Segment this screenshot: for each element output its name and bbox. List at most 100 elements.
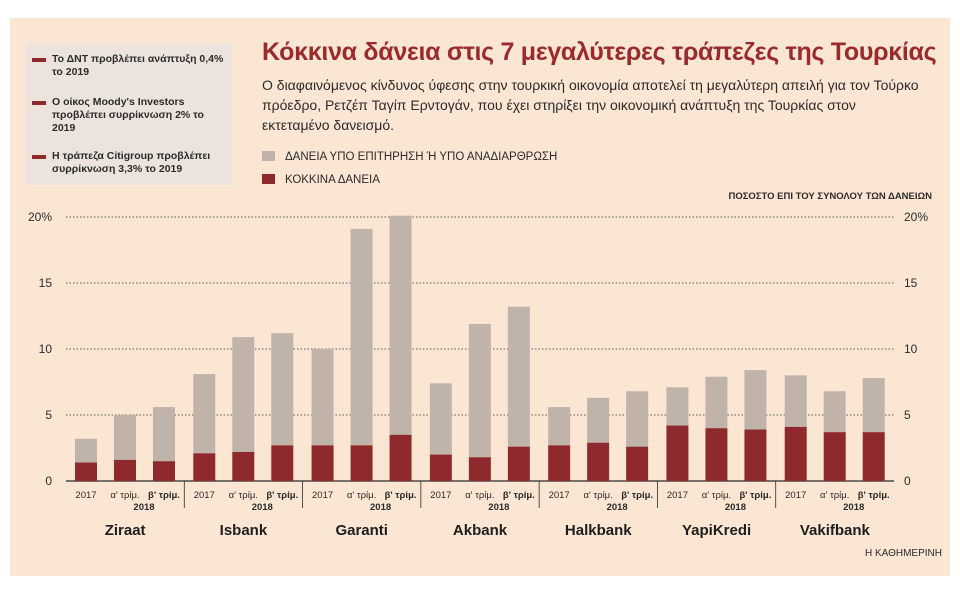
bar-red-loans <box>389 434 412 481</box>
x-year-label: 2018 <box>607 502 628 513</box>
bank-label: Garanti <box>335 522 388 539</box>
y-tick-label-left: 20% <box>28 210 52 224</box>
bar-red-loans <box>311 445 334 481</box>
bar-red-loans <box>75 462 97 481</box>
bar-red-loans <box>232 451 255 481</box>
bar-red-loans <box>666 425 689 481</box>
bar-watch-loans <box>311 349 334 446</box>
x-year-label: 2018 <box>488 502 509 513</box>
bar-watch-loans <box>744 370 767 430</box>
x-period-label: 2017 <box>549 490 570 501</box>
bar-red-loans <box>114 459 136 481</box>
y-tick-label-left: 10 <box>39 342 53 356</box>
x-period-label: α' τρίμ. <box>465 490 494 501</box>
x-year-label: 2018 <box>370 502 391 513</box>
bar-watch-loans <box>429 383 452 455</box>
legend-label: ΔΑΝΕΙΑ ΥΠΟ ΕΠΙΤΗΡΗΣΗ Ή ΥΠΟ ΑΝΑΔΙΑΡΘΡΩΣΗ <box>285 151 558 163</box>
bar-red-loans <box>507 446 530 481</box>
y-tick-label-left: 15 <box>39 276 53 290</box>
legend-label: ΚΟΚΚΙΝΑ ΔΑΝΕΙΑ <box>285 174 380 186</box>
x-period-label: 2017 <box>430 490 451 501</box>
bar-watch-loans <box>468 323 491 458</box>
bar-watch-loans <box>507 306 530 447</box>
x-period-label: β' τρίμ. <box>621 490 653 501</box>
bar-red-loans <box>271 445 294 481</box>
x-period-label: 2017 <box>667 490 688 501</box>
bar-watch-loans <box>548 407 571 446</box>
bar-watch-loans <box>587 397 610 443</box>
x-year-label: 2018 <box>252 502 273 513</box>
x-period-label: 2017 <box>194 490 215 501</box>
forecast-note-imf: Το ΔΝΤ προβλέπει ανάπτυξη 0,4% το 2019 <box>32 53 228 79</box>
bar-watch-loans <box>862 378 885 433</box>
x-period-label: α' τρίμ. <box>583 490 612 501</box>
bank-label: Halkbank <box>565 522 632 539</box>
bank-label: Akbank <box>453 522 508 539</box>
y-tick-label-right: 20% <box>904 210 928 224</box>
bar-red-loans <box>193 453 216 481</box>
bar-red-loans <box>350 445 373 481</box>
x-period-label: α' τρίμ. <box>702 490 731 501</box>
x-period-label: β' τρίμ. <box>503 490 535 501</box>
bar-red-loans <box>705 428 728 481</box>
bar-watch-loans <box>350 228 373 446</box>
x-period-label: β' τρίμ. <box>385 490 417 501</box>
bar-red-loans <box>587 442 610 481</box>
legend-swatch <box>262 174 275 184</box>
y-axis-label: ΠΟΣΟΣΤΟ ΕΠΙ ΤΟΥ ΣΥΝΟΛΟΥ ΤΩΝ ΔΑΝΕΙΩΝ <box>728 191 932 202</box>
chart-title: Κόκκινα δάνεια στις 7 μεγαλύτερες τράπεζ… <box>262 38 937 66</box>
bar-red-loans <box>862 432 885 481</box>
bank-label: YapiKredi <box>682 522 751 539</box>
bar-red-loans <box>153 461 175 481</box>
x-period-label: β' τρίμ. <box>858 490 890 501</box>
y-tick-label-left: 0 <box>45 474 52 488</box>
x-period-label: β' τρίμ. <box>266 490 298 501</box>
note-text: Η τράπεζα Citigroup προβλέπει συρρίκνωση… <box>52 150 211 175</box>
bar-watch-loans <box>389 215 412 435</box>
y-tick-label-right: 5 <box>904 408 911 422</box>
note-text: Ο οίκος Moody's Investors προβλέπει συρρ… <box>52 96 204 134</box>
note-marker <box>32 58 46 62</box>
bank-label: Isbank <box>220 522 268 539</box>
bar-red-loans <box>744 429 767 481</box>
note-marker <box>32 101 46 105</box>
bar-red-loans <box>823 432 846 481</box>
x-period-label: α' τρίμ. <box>229 490 258 501</box>
bar-watch-loans <box>626 391 649 447</box>
bar-watch-loans <box>232 337 255 452</box>
source-credit: Η ΚΑΘΗΜΕΡΙΝΗ <box>864 548 942 559</box>
forecast-box <box>26 43 232 185</box>
x-period-label: α' τρίμ. <box>820 490 849 501</box>
bar-red-loans <box>468 457 491 481</box>
x-period-label: β' τρίμ. <box>739 490 771 501</box>
x-period-label: 2017 <box>312 490 333 501</box>
legend-swatch <box>262 151 275 161</box>
bar-red-loans <box>626 446 649 481</box>
legend-watch-loans: ΔΑΝΕΙΑ ΥΠΟ ΕΠΙΤΗΡΗΣΗ Ή ΥΠΟ ΑΝΑΔΙΑΡΘΡΩΣΗ <box>262 151 557 163</box>
legend-red-loans: ΚΟΚΚΙΝΑ ΔΑΝΕΙΑ <box>262 174 380 186</box>
bar-watch-loans <box>666 387 689 426</box>
x-period-label: β' τρίμ. <box>148 490 180 501</box>
bar-watch-loans <box>271 333 294 446</box>
x-period-label: α' τρίμ. <box>347 490 376 501</box>
bank-label: Vakifbank <box>800 522 871 539</box>
bar-watch-loans <box>153 407 175 462</box>
note-text: Το ΔΝΤ προβλέπει ανάπτυξη 0,4% το 2019 <box>52 53 224 78</box>
chart-subtitle: Ο διαφαινόμενος κίνδυνος ύφεσης στην του… <box>262 77 919 133</box>
bar-red-loans <box>784 426 807 481</box>
bar-watch-loans <box>75 438 97 463</box>
bar-red-loans <box>429 454 452 481</box>
x-year-label: 2018 <box>133 502 154 513</box>
bar-watch-loans <box>823 391 846 433</box>
forecast-note-citigroup: Η τράπεζα Citigroup προβλέπει συρρίκνωση… <box>32 150 228 176</box>
x-year-label: 2018 <box>843 502 864 513</box>
bank-label: Ziraat <box>105 522 146 539</box>
bar-watch-loans <box>114 415 136 460</box>
bar-watch-loans <box>784 375 807 427</box>
y-tick-label-right: 15 <box>904 276 918 290</box>
y-tick-label-right: 0 <box>904 474 911 488</box>
x-period-label: 2017 <box>785 490 806 501</box>
y-tick-label-left: 5 <box>45 408 52 422</box>
bar-watch-loans <box>705 376 728 429</box>
bar-red-loans <box>548 445 571 481</box>
